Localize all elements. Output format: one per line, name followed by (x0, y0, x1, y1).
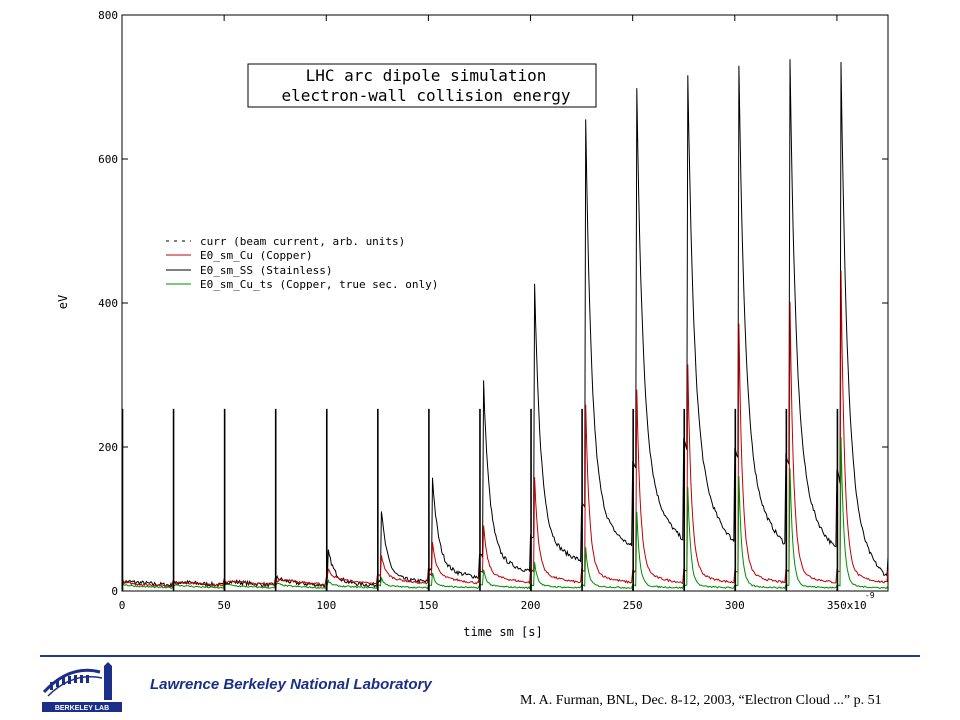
x-tick-label: 100 (316, 599, 336, 612)
x-multiplier-label: x10 (847, 599, 867, 612)
y-axis-labels: 0 200 400 600 800 (98, 9, 118, 598)
citation: M. A. Furman, BNL, Dec. 8-12, 2003, “Ele… (520, 693, 882, 708)
y-tick-label: 400 (98, 297, 118, 310)
legend: curr (beam current, arb. units) E0_sm_Cu… (166, 235, 438, 291)
series-line-stainless (121, 59, 889, 589)
chart-title-line-2: electron-wall collision energy (282, 86, 571, 105)
x-tick-label: 150 (418, 599, 438, 612)
footer-divider (40, 655, 920, 657)
y-axis-title: eV (56, 295, 70, 309)
x-tick-label: 50 (218, 599, 231, 612)
series-line-copper-ts (121, 436, 889, 590)
x-axis-title: time sm [s] (463, 625, 542, 639)
legend-label-copper-ts: E0_sm_Cu_ts (Copper, true sec. only) (200, 278, 438, 291)
x-multiplier-exponent: -9 (865, 591, 875, 600)
x-axis-labels: 0 50 100 150 200 250 300 350x10 -9 (119, 591, 875, 612)
y-tick-label: 0 (111, 585, 118, 598)
chart-title-line-1: LHC arc dipole simulation (306, 66, 547, 85)
title-frame (247, 63, 597, 108)
x-tick-label: 300 (725, 599, 745, 612)
y-tick-label: 600 (98, 153, 118, 166)
lab-name: Lawrence Berkeley National Laboratory (150, 676, 432, 693)
legend-label-current: curr (beam current, arb. units) (200, 235, 405, 248)
legend-label-copper: E0_sm_Cu (Copper) (200, 249, 313, 262)
svg-text:BERKELEY LAB: BERKELEY LAB (55, 705, 109, 712)
title-box: LHC arc dipole simulation electron-wall … (247, 63, 597, 108)
x-tick-label: 350x10 (827, 599, 867, 612)
x-tick-label: 250 (623, 599, 643, 612)
x-tick-label: 0 (119, 599, 126, 612)
series-layer (121, 59, 889, 591)
x-last-tick-value: 350 (827, 599, 847, 612)
y-tick-label: 200 (98, 441, 118, 454)
y-tick-label: 800 (98, 9, 118, 22)
x-tick-label: 200 (521, 599, 541, 612)
berkeley-lab-logo: BERKELEY LAB (42, 662, 122, 712)
series-line-copper (121, 270, 889, 588)
chart: 0 200 400 600 800 0 50 100 150 200 250 3… (56, 9, 889, 639)
legend-label-stainless: E0_sm_SS (Stainless) (200, 264, 332, 277)
